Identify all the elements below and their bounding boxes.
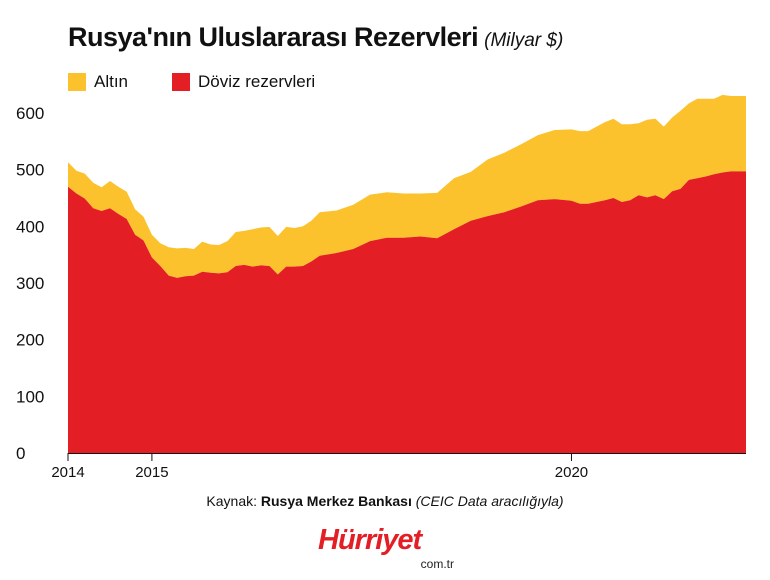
brand-name: Hürriyet xyxy=(318,524,422,556)
legend-swatch-fx xyxy=(172,73,191,91)
y-tick-label: 500 xyxy=(16,161,44,180)
x-tick-label: 2015 xyxy=(135,464,168,481)
x-tick-label: 2020 xyxy=(555,464,588,481)
y-tick-label: 300 xyxy=(16,274,44,293)
legend-item-gold: Altın xyxy=(68,72,128,92)
legend-swatch-gold xyxy=(68,73,86,91)
source-note: (CEIC Data aracılığıyla) xyxy=(415,493,564,509)
reserves-area-chart: 0 100 200 300 400 500 600 2014 2015 2020 xyxy=(16,94,746,481)
y-tick-label: 0 xyxy=(16,444,25,463)
series-area-fx xyxy=(68,171,746,453)
source-name: Rusya Merkez Bankası xyxy=(260,493,412,509)
legend-label-gold: Altın xyxy=(94,72,129,91)
legend-label-fx: Döviz rezervleri xyxy=(198,72,316,91)
hurriyet-logo: Hürriyet com.tr xyxy=(318,524,458,571)
chart-title-text: Rusya'nın Uluslararası Rezervleri xyxy=(68,22,479,52)
chart-title: Rusya'nın Uluslararası Rezervleri (Milyar… xyxy=(68,22,563,53)
x-tick-label: 2014 xyxy=(51,464,84,481)
chart-subtitle: (Milyar $) xyxy=(484,30,564,51)
source-line: Kaynak: Rusya Merkez Bankası (CEIC Data … xyxy=(0,493,770,509)
y-tick-label: 400 xyxy=(16,217,44,236)
y-tick-label: 100 xyxy=(16,387,44,406)
y-tick-label: 600 xyxy=(16,104,44,123)
chart-legend: Altın Döviz rezervleri xyxy=(68,72,359,92)
legend-item-fx: Döviz rezervleri xyxy=(172,72,315,92)
brand-tld: com.tr xyxy=(420,557,454,571)
source-prefix: Kaynak: xyxy=(206,493,257,509)
series-area-gold xyxy=(68,94,746,278)
y-tick-label: 200 xyxy=(16,331,44,350)
